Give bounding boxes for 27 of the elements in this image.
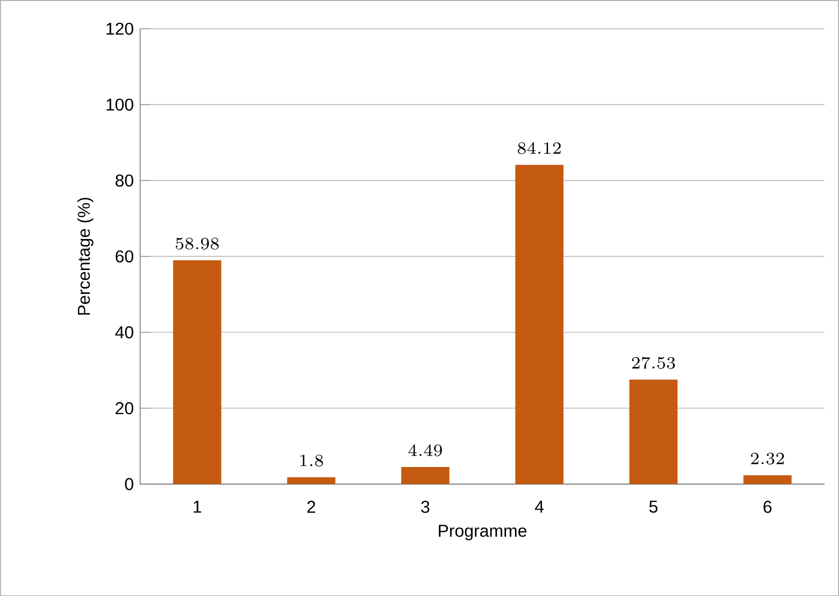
y-tick-label: 80 [116,174,134,186]
x-tick-label: 1 [194,500,202,512]
data-label: 84. 12 [518,142,561,154]
x-tick-label: 4 [534,500,544,512]
bar [629,379,678,484]
bar [515,164,564,484]
bar [401,466,450,484]
data-label: 27. 53 [632,356,675,369]
data-label: 4.49 [408,444,442,456]
y-tick-label: 40 [115,326,134,338]
y-tick-label: 20 [116,402,134,414]
data-label: 1 . 8 [300,454,323,466]
y-tick-label: 0 [125,478,134,490]
y-tick-label: 60 [116,250,134,262]
y-axis-title: Percentage (%) [77,198,94,315]
x-tick-label: 6 [764,500,772,513]
y-tick-label: 100 [106,98,134,111]
data-label: 2 . 32 [750,452,784,464]
y-tick-label: 120 [106,22,134,35]
bar [173,260,222,484]
data-label: 58 . 98 [176,238,219,250]
x-tick-label: 3 [421,500,430,513]
bar [287,477,336,484]
x-tick-label: 5 [649,500,658,513]
x-tick-label: 2 [307,500,316,513]
x-axis-title: Programme [438,524,526,540]
bar [743,475,792,484]
